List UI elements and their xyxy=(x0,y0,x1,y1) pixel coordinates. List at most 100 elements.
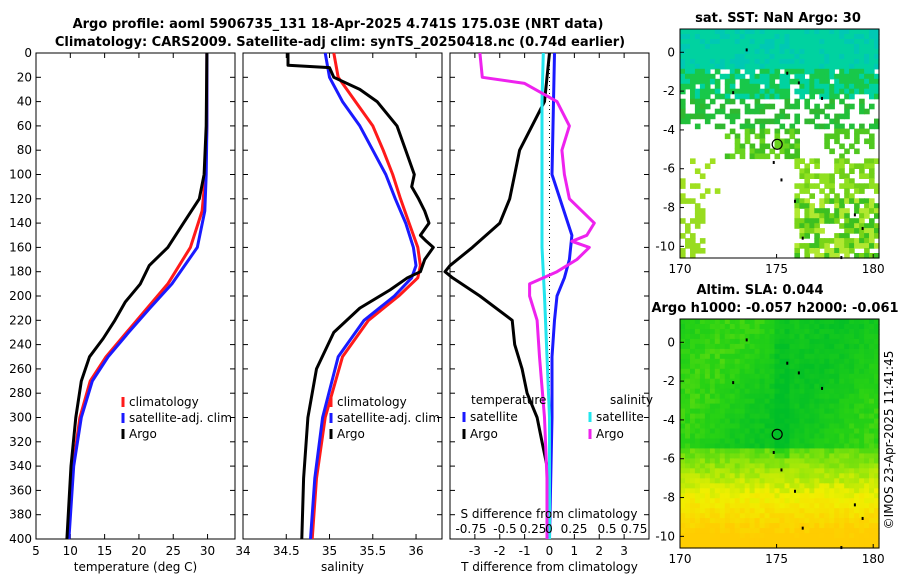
sla-map-cell xyxy=(729,413,736,420)
sla-map-cell xyxy=(739,443,746,450)
sla-map-cell xyxy=(844,463,850,469)
sla-map-cell xyxy=(685,538,691,544)
sla-map-cell xyxy=(709,368,716,375)
sst-map-cell xyxy=(754,83,761,90)
sla-map-cell xyxy=(714,338,721,345)
sla-map-cell xyxy=(764,513,771,519)
sla-map-cell xyxy=(749,324,756,330)
sla-map-cell xyxy=(854,463,860,469)
sla-map-cell xyxy=(699,463,706,469)
sla-map-title-1: Altim. SLA: 0.044 xyxy=(697,283,824,298)
sst-map-cell xyxy=(854,29,860,35)
sst-map-cell xyxy=(794,53,800,60)
sla-map-cell xyxy=(724,358,731,365)
sla-map-cell xyxy=(734,488,741,494)
sla-map-cell xyxy=(685,373,691,380)
sla-map-cell xyxy=(699,383,706,390)
sla-map-cell xyxy=(789,503,796,509)
sla-map-cell xyxy=(764,343,771,350)
sla-map-cell xyxy=(685,528,691,534)
sla-map-cell xyxy=(774,453,781,459)
sla-map-cell xyxy=(799,408,805,415)
sla-map-cell xyxy=(834,518,840,524)
sst-map-cell xyxy=(844,158,850,164)
sla-map-cell xyxy=(789,528,796,534)
sst-map-cell xyxy=(769,48,776,55)
sst-map-cell xyxy=(799,73,805,80)
sst-map-cell xyxy=(824,43,830,50)
sst-map-cell xyxy=(690,253,696,259)
sla-map-cell xyxy=(804,338,810,345)
sla-map-cell xyxy=(839,413,845,420)
sst-map-cell xyxy=(729,113,736,120)
sla-map-cell xyxy=(784,343,791,350)
sla-map-cell xyxy=(754,533,761,539)
sla-map-cell xyxy=(774,333,781,340)
sla-map-cell xyxy=(754,513,761,519)
sla-map-cell xyxy=(874,343,880,350)
sst-map-cell xyxy=(734,108,741,115)
sla-map-cell xyxy=(794,523,800,529)
sla-map-cell xyxy=(784,348,791,355)
sla-map-cell xyxy=(864,363,870,370)
sst-map-cell xyxy=(864,78,870,85)
sla-map-cell xyxy=(759,438,766,445)
sla-map-cell xyxy=(744,338,751,345)
sla-map-cell xyxy=(754,543,761,549)
sla-map-cell xyxy=(759,383,766,390)
sla-map-cell xyxy=(729,473,736,479)
sst-map-island xyxy=(786,71,789,75)
sla-map-cell xyxy=(864,388,870,395)
sla-map-cell xyxy=(859,473,865,479)
sla-map-cell xyxy=(694,353,701,360)
sst-map-cell xyxy=(799,53,805,60)
sla-map-cell xyxy=(694,463,701,469)
sla-map-cell xyxy=(834,368,840,375)
sla-map-cell xyxy=(869,438,875,445)
sst-map-cell xyxy=(724,83,731,90)
sla-map-cell xyxy=(769,388,776,395)
sla-map-cell xyxy=(685,438,691,445)
sla-map-cell xyxy=(824,378,830,385)
sla-map-cell xyxy=(839,433,845,440)
sla-map-cell xyxy=(769,338,776,345)
sst-map-cell xyxy=(839,143,845,150)
sla-map-cell xyxy=(769,458,776,464)
sla-map-cell xyxy=(834,433,840,440)
sst-map-cell xyxy=(729,43,736,50)
sla-map-cell xyxy=(849,483,855,489)
sla-map-cell xyxy=(869,398,875,405)
sst-map-cell xyxy=(804,63,810,70)
sst-map-cell xyxy=(849,73,855,80)
sst-map-cell xyxy=(690,53,696,60)
sla-map-cell xyxy=(764,498,771,504)
sla-map-cell xyxy=(769,483,776,489)
sla-map-cell xyxy=(804,319,810,325)
sla-map-cell xyxy=(690,528,696,534)
sst-map-cell xyxy=(709,39,716,45)
sla-map-cell xyxy=(744,403,751,410)
sla-map-cell xyxy=(839,363,845,370)
sst-map-cell xyxy=(834,163,840,169)
sla-map-cell xyxy=(759,493,766,499)
sla-map-cell xyxy=(680,543,686,549)
sla-map-cell xyxy=(724,493,731,499)
sla-map-cell xyxy=(719,368,726,375)
sst-map-cell xyxy=(774,73,781,80)
sla-map-cell xyxy=(714,403,721,410)
sla-map-cell xyxy=(804,363,810,370)
sla-map-cell xyxy=(690,413,696,420)
sla-map-cell xyxy=(739,408,746,415)
sst-map-cell xyxy=(799,233,805,239)
sst-map-cell xyxy=(814,238,820,244)
sst-map-cell xyxy=(690,238,696,244)
sst-map-cell xyxy=(804,48,810,55)
sst-map-cell xyxy=(744,108,751,115)
sst-map-cell xyxy=(724,98,731,105)
sla-map-cell xyxy=(764,508,771,514)
sst-map-cell xyxy=(854,53,860,60)
sla-map-cell xyxy=(734,388,741,395)
sst-map-cell xyxy=(694,208,701,214)
sla-map-cell xyxy=(749,423,756,430)
sst-map-cell xyxy=(789,123,796,130)
